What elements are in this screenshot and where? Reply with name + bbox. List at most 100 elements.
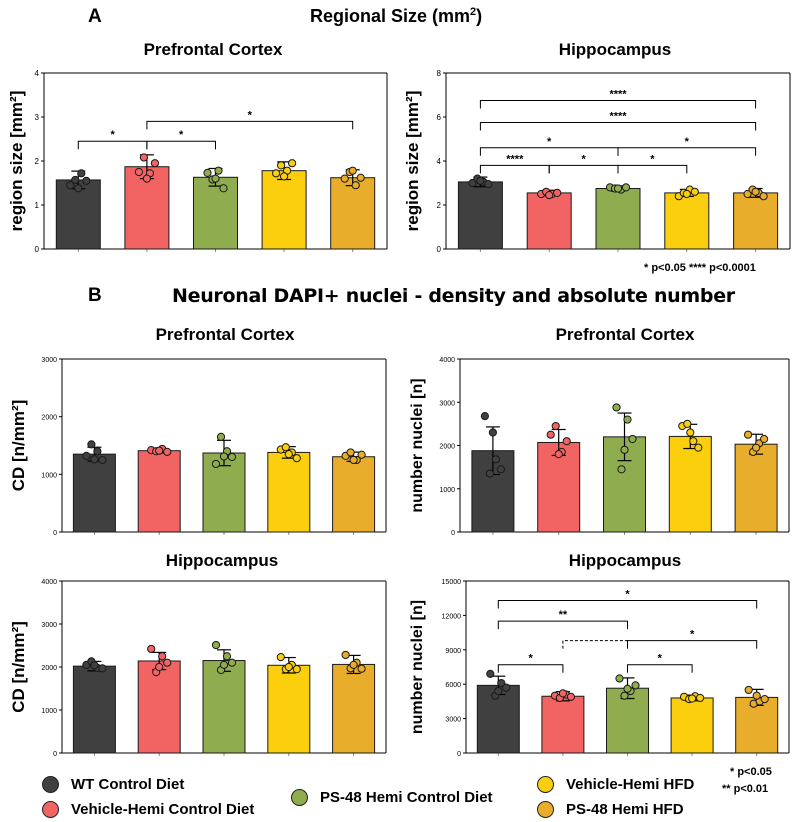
panel-a-title-end: ) — [476, 6, 483, 26]
a_hip-significance-bracket — [479, 122, 757, 131]
b_pfc_n-ytick-label: 0 — [451, 530, 455, 537]
a_hip-significance-label: * — [547, 136, 552, 148]
b_pfc_cd-ytick-label: 3000 — [41, 357, 57, 364]
a_pfc-data-point — [150, 159, 159, 168]
legend-dot-wt-control — [42, 776, 59, 793]
b_pfc_n-title: Prefrontal Cortex — [556, 325, 695, 344]
b_pfc_cd-data-point — [90, 455, 99, 464]
a_pfc-title: Prefrontal Cortex — [144, 40, 283, 59]
legend-significance-1: * p<0.05 — [730, 766, 772, 778]
a_hip-bar — [457, 181, 503, 250]
a_pfc-data-point — [74, 184, 83, 193]
b_pfc_cd-data-point — [216, 432, 226, 441]
b_pfc_n-data-point — [488, 428, 498, 437]
a_pfc-significance-bracket — [146, 140, 216, 150]
b_pfc_n-data-point — [686, 428, 695, 437]
b_hip_n-ytick-label: 15000 — [442, 579, 462, 586]
b_hip_cd-data-point — [357, 664, 366, 673]
b_hip_n-data-point — [497, 678, 506, 688]
a_pfc-data-point — [211, 174, 220, 183]
chart-b-hippocampus-density: Hippocampus CD [n/mm²] 0 1000 2000 3000 4000 — [9, 551, 387, 758]
b_hip_n-significance-bracket — [497, 599, 758, 609]
b_hip_n-significance-bracket — [562, 640, 628, 649]
b_hip_n-bar — [541, 695, 585, 754]
b_pfc_cd-ytick-label: 0 — [53, 530, 57, 537]
a_pfc-data-point — [71, 175, 80, 185]
b_hip_cd-data-point — [349, 660, 358, 669]
legend-item-ps48-control: PS-48 Hemi Control Diet — [291, 789, 493, 806]
b_pfc_cd-data-point — [281, 443, 290, 452]
a_pfc-data-point — [77, 169, 86, 178]
b_hip_n-significance-bracket — [497, 664, 564, 673]
panel-a-title-sup: 2 — [470, 6, 477, 18]
a_pfc-bar — [193, 176, 238, 250]
legend-label-vehicle-control: Vehicle-Hemi Control Diet — [71, 801, 255, 818]
panel-a-letter: A — [88, 6, 102, 27]
a_hip-ytick-label: 8 — [437, 69, 442, 78]
b_hip_n-significance-bracket — [627, 664, 693, 673]
a_hip-significance-label: * — [685, 136, 690, 148]
a_pfc-significance-label: * — [248, 109, 253, 121]
a_pfc-bar — [124, 166, 170, 250]
a_hip-significance-label: **** — [609, 89, 627, 101]
a_hip-data-point — [476, 176, 485, 185]
b_pfc_cd-data-point — [87, 440, 96, 449]
a_pfc-bar — [261, 170, 307, 250]
b_hip_cd-data-point — [284, 662, 293, 672]
b_hip_cd-ytick-label: 1000 — [41, 708, 57, 715]
b_pfc_cd-data-point — [346, 448, 355, 457]
b_hip_n-title: Hippocampus — [569, 551, 681, 570]
a_pfc-data-point — [139, 153, 148, 162]
b_pfc_n-bar — [668, 435, 712, 533]
legend-item-vehicle-control: Vehicle-Hemi Control Diet — [42, 801, 254, 818]
a_hip-title: Hippocampus — [559, 40, 671, 59]
a_hip-data-point — [484, 180, 493, 189]
b_pfc_cd-data-point — [357, 450, 366, 459]
a_hip-data-point — [751, 187, 760, 196]
panel-a-significance-legend: * p<0.05 **** p<0.0001 — [644, 262, 756, 274]
a_pfc-data-point — [272, 169, 281, 178]
legend-dot-vehicle-control — [42, 801, 59, 818]
b_hip_n-data-point — [502, 683, 511, 692]
b_hip_cd-ylabel: CD [n/mm²] — [9, 621, 28, 713]
a_hip-ytick-label: 0 — [437, 245, 442, 254]
b_hip_n-significance-bracket — [497, 620, 628, 630]
a_pfc-data-point — [277, 161, 286, 170]
a_hip-bar — [733, 192, 779, 250]
b_hip_cd-data-point — [155, 662, 164, 672]
b_hip_n-data-point — [760, 695, 769, 704]
b_hip_n-bar — [670, 697, 714, 754]
chart-b-prefrontal-number: Prefrontal Cortex number nuclei [n] 0 1000 2… — [409, 325, 790, 537]
a_pfc-bar — [330, 177, 376, 250]
legend-label-ps48-hfd: PS-48 Hemi HFD — [566, 801, 684, 818]
b_pfc_cd-data-point — [93, 447, 102, 456]
a_pfc-data-point — [134, 167, 143, 177]
b_pfc_cd-data-point — [98, 455, 107, 465]
a_hip-significance-label: **** — [506, 153, 524, 165]
b_pfc_n-data-point — [694, 443, 703, 452]
b_hip_n-data-point — [688, 694, 697, 703]
b_pfc_n-data-point — [546, 430, 555, 439]
b_hip_n-significance-label: * — [528, 653, 533, 665]
b_hip_cd-bar — [72, 665, 116, 754]
b_pfc_cd-data-point — [155, 446, 164, 455]
b_pfc_cd-title: Prefrontal Cortex — [156, 325, 295, 344]
b_hip_n-significance-label: * — [690, 629, 695, 641]
a_pfc-data-point — [142, 174, 151, 183]
b_hip_n-ytick-label: 12000 — [442, 613, 462, 620]
a_hip-significance-bracket — [617, 164, 688, 174]
b_pfc_n-ylabel: number nuclei [n] — [409, 378, 426, 512]
b_pfc_n-data-point — [612, 403, 621, 412]
b_hip_n-data-point — [752, 691, 761, 700]
b_pfc_n-ytick-label: 2000 — [439, 444, 455, 451]
b_pfc_n-data-point — [496, 465, 506, 474]
b_hip_cd-ytick-label: 0 — [53, 751, 57, 758]
legend-label-vehicle-hfd: Vehicle-Hemi HFD — [566, 776, 695, 793]
a_pfc-data-point — [348, 166, 357, 175]
a_pfc-data-point — [356, 173, 365, 182]
b_pfc_n-data-point — [683, 419, 692, 428]
b_pfc_n-data-point — [620, 445, 629, 454]
b_pfc_cd-data-point — [292, 454, 301, 463]
a_pfc-data-point — [214, 166, 223, 175]
legend-label-ps48-control: PS-48 Hemi Control Diet — [320, 789, 493, 806]
